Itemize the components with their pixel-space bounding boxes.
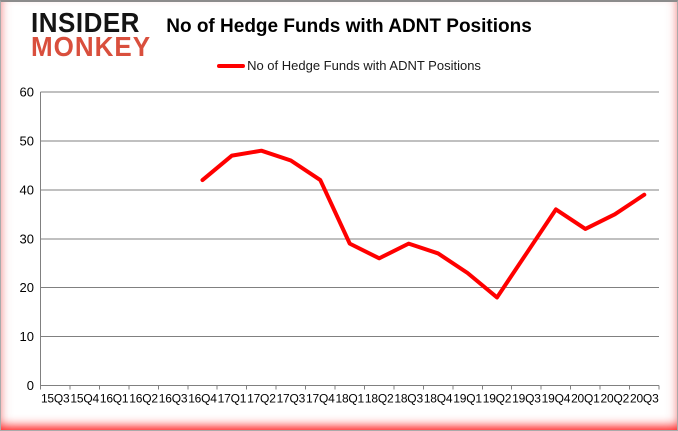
svg-text:16Q4: 16Q4 [188, 392, 217, 406]
svg-text:17Q3: 17Q3 [277, 392, 306, 406]
svg-text:20Q3: 20Q3 [630, 392, 659, 406]
svg-text:16Q3: 16Q3 [159, 392, 188, 406]
svg-text:18Q4: 18Q4 [424, 392, 453, 406]
svg-text:30: 30 [20, 231, 34, 246]
logo-text-monkey: MONKEY [31, 30, 152, 63]
svg-text:19Q2: 19Q2 [483, 392, 512, 406]
svg-text:15Q4: 15Q4 [70, 392, 99, 406]
chart-legend: No of Hedge Funds with ADNT Positions [21, 58, 677, 73]
svg-text:50: 50 [20, 133, 34, 148]
svg-text:20: 20 [20, 280, 34, 295]
svg-text:17Q1: 17Q1 [218, 392, 247, 406]
svg-text:20Q2: 20Q2 [601, 392, 630, 406]
svg-text:17Q2: 17Q2 [247, 392, 276, 406]
logo-text-insider: INSIDER [31, 6, 140, 39]
svg-text:60: 60 [20, 85, 34, 100]
svg-text:40: 40 [20, 182, 34, 197]
svg-text:19Q1: 19Q1 [453, 392, 482, 406]
insider-monkey-logo: INSIDER MONKEY [31, 6, 152, 63]
page-title: No of Hedge Funds with ADNT Positions [166, 16, 532, 37]
svg-text:18Q3: 18Q3 [394, 392, 423, 406]
svg-text:10: 10 [20, 329, 34, 344]
legend-label: No of Hedge Funds with ADNT Positions [247, 58, 481, 73]
svg-text:16Q1: 16Q1 [100, 392, 129, 406]
svg-text:19Q3: 19Q3 [512, 392, 541, 406]
svg-text:16Q2: 16Q2 [129, 392, 158, 406]
svg-text:17Q4: 17Q4 [306, 392, 335, 406]
svg-text:18Q1: 18Q1 [335, 392, 364, 406]
svg-text:18Q2: 18Q2 [365, 392, 394, 406]
svg-text:19Q4: 19Q4 [542, 392, 571, 406]
svg-text:15Q3: 15Q3 [41, 392, 70, 406]
legend-line-swatch-icon [217, 63, 246, 68]
svg-text:0: 0 [27, 378, 34, 393]
svg-text:20Q1: 20Q1 [571, 392, 600, 406]
